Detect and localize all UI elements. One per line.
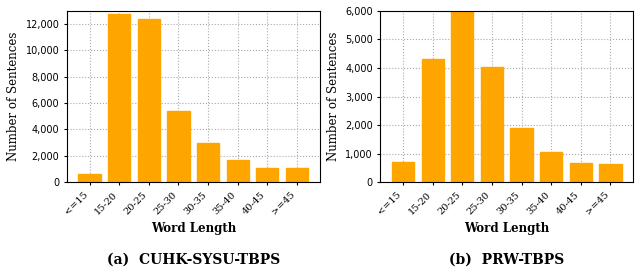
Bar xyxy=(227,160,249,182)
Bar xyxy=(108,14,131,182)
Bar xyxy=(540,152,563,182)
Bar xyxy=(392,162,414,182)
Bar xyxy=(197,143,220,182)
Y-axis label: Number of Sentences: Number of Sentences xyxy=(326,32,340,161)
Bar xyxy=(79,174,100,182)
X-axis label: Word Length: Word Length xyxy=(464,222,549,235)
Bar xyxy=(256,168,278,182)
Bar xyxy=(422,59,444,182)
X-axis label: Word Length: Word Length xyxy=(150,222,236,235)
Bar xyxy=(481,66,503,182)
Bar xyxy=(138,19,160,182)
Y-axis label: Number of Sentences: Number of Sentences xyxy=(7,32,20,161)
Text: (a)  CUHK-SYSU-TBPS: (a) CUHK-SYSU-TBPS xyxy=(107,253,280,267)
Bar xyxy=(286,168,308,182)
Bar xyxy=(451,11,474,182)
Bar xyxy=(511,128,532,182)
Text: (b)  PRW-TBPS: (b) PRW-TBPS xyxy=(449,253,564,267)
Bar xyxy=(570,163,592,182)
Bar xyxy=(599,163,621,182)
Bar xyxy=(168,111,189,182)
